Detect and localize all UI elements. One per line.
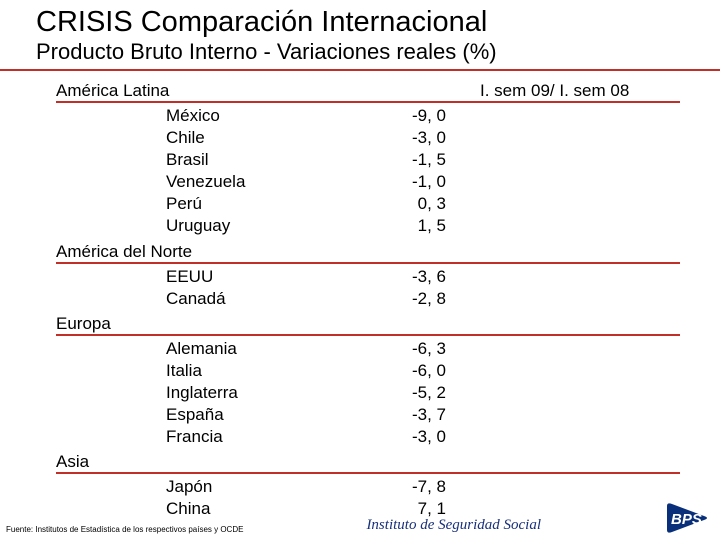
value-cell: -6, 0	[336, 360, 456, 382]
country-cell: Francia	[56, 426, 336, 448]
value-cell: -3, 0	[336, 127, 456, 149]
value-cell: -9, 0	[336, 105, 456, 127]
country-cell: México	[56, 105, 336, 127]
table-row: Canadá-2, 8	[56, 288, 680, 310]
value-cell: -3, 7	[336, 404, 456, 426]
table-row: Alemania-6, 3	[56, 338, 680, 360]
table-row: Italia-6, 0	[56, 360, 680, 382]
table-row: EEUU-3, 6	[56, 266, 680, 288]
value-cell: -3, 6	[336, 266, 456, 288]
table-row: Japón-7, 8	[56, 476, 680, 498]
value-cell: -1, 5	[336, 149, 456, 171]
region-header: Asia	[56, 452, 680, 474]
table-row: Inglaterra-5, 2	[56, 382, 680, 404]
value-cell: -3, 0	[336, 426, 456, 448]
country-cell: Alemania	[56, 338, 336, 360]
value-cell: 1, 5	[336, 215, 456, 237]
region-rows: EEUU-3, 6Canadá-2, 8	[56, 266, 680, 310]
country-cell: Brasil	[56, 149, 336, 171]
value-cell: -1, 0	[336, 171, 456, 193]
region-rows: Alemania-6, 3Italia-6, 0Inglaterra-5, 2E…	[56, 338, 680, 448]
table-row: Brasil-1, 5	[56, 149, 680, 171]
country-cell: EEUU	[56, 266, 336, 288]
value-cell: -5, 2	[336, 382, 456, 404]
column-header: I. sem 09/ I. sem 08	[480, 81, 680, 101]
table-row: Venezuela-1, 0	[56, 171, 680, 193]
table-row: Perú0, 3	[56, 193, 680, 215]
value-cell: -6, 3	[336, 338, 456, 360]
country-cell: Inglaterra	[56, 382, 336, 404]
country-cell: España	[56, 404, 336, 426]
region-rows: México-9, 0Chile-3, 0Brasil-1, 5Venezuel…	[56, 105, 680, 238]
country-cell: Japón	[56, 476, 336, 498]
slide-subtitle: Producto Bruto Interno - Variaciones rea…	[0, 39, 720, 71]
footer: Fuente: Institutos de Estadística de los…	[0, 502, 720, 534]
country-cell: Chile	[56, 127, 336, 149]
country-cell: Venezuela	[56, 171, 336, 193]
region-name: América Latina	[56, 81, 480, 101]
region-header: América LatinaI. sem 09/ I. sem 08	[56, 81, 680, 103]
country-cell: Uruguay	[56, 215, 336, 237]
table-row: Uruguay1, 5	[56, 215, 680, 237]
logo-text: BPS	[671, 511, 702, 528]
data-table: América LatinaI. sem 09/ I. sem 08México…	[0, 71, 720, 520]
institution-name: Instituto de Seguridad Social	[243, 517, 664, 534]
value-cell: 0, 3	[336, 193, 456, 215]
table-row: México-9, 0	[56, 105, 680, 127]
table-row: Francia-3, 0	[56, 426, 680, 448]
value-cell: -2, 8	[336, 288, 456, 310]
table-row: Chile-3, 0	[56, 127, 680, 149]
table-row: España-3, 7	[56, 404, 680, 426]
country-cell: Perú	[56, 193, 336, 215]
country-cell: Canadá	[56, 288, 336, 310]
region-header: América del Norte	[56, 242, 680, 264]
bps-logo: BPS	[664, 502, 710, 534]
value-cell: -7, 8	[336, 476, 456, 498]
country-cell: Italia	[56, 360, 336, 382]
region-header: Europa	[56, 314, 680, 336]
slide-title: CRISIS Comparación Internacional	[0, 0, 720, 39]
source-note: Fuente: Institutos de Estadística de los…	[6, 525, 243, 534]
